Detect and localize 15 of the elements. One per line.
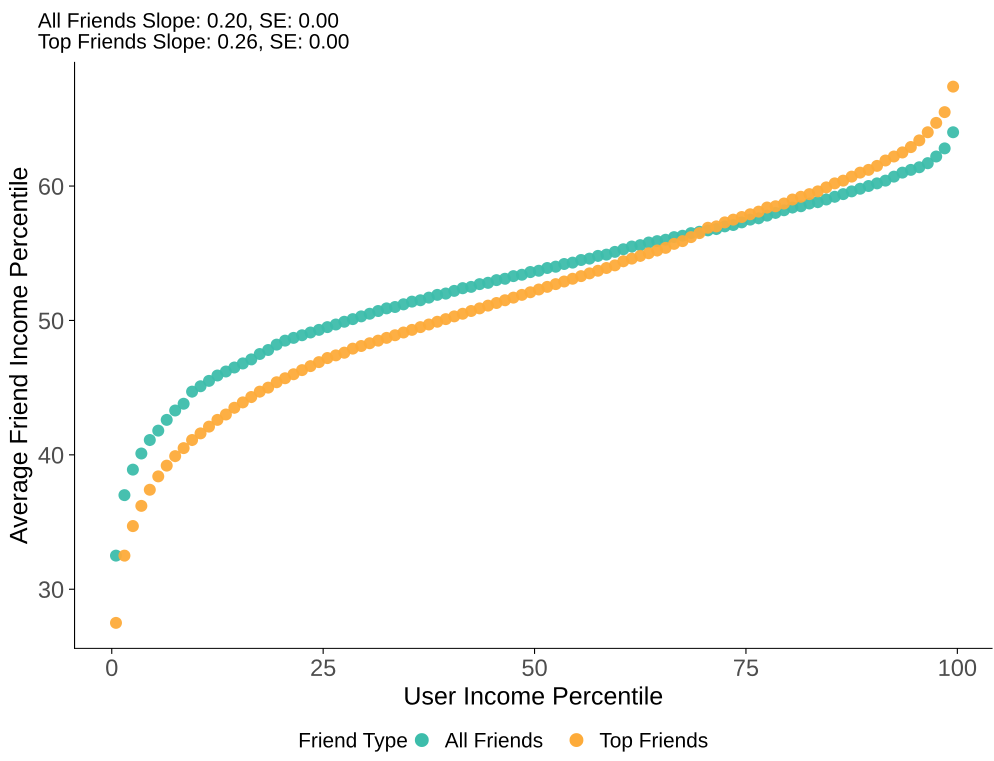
y-axis-title: Average Friend Income Percentile xyxy=(9,168,32,544)
chart-title: All Friends Slope: 0.20, SE: 0.00 Top Friends Slope: 0.26, SE: 0.00 xyxy=(38,12,349,53)
x-tick-label: 25 xyxy=(311,659,336,676)
y-tick-label: 60 xyxy=(39,178,64,195)
x-tick-label: 0 xyxy=(106,659,118,676)
x-axis-title: User Income Percentile xyxy=(405,686,662,705)
x-tick-label: 75 xyxy=(734,660,758,676)
legend-title: Friend Type xyxy=(300,732,407,752)
legend-label: Top Friends xyxy=(600,732,708,752)
x-tick-label: 50 xyxy=(522,659,547,676)
y-tick-label: 30 xyxy=(38,581,64,598)
x-tick-label: 100 xyxy=(939,659,976,676)
y-tick-label: 40 xyxy=(38,446,64,464)
y-tick-label: 50 xyxy=(38,312,64,330)
legend-label: All Friends xyxy=(444,732,542,748)
